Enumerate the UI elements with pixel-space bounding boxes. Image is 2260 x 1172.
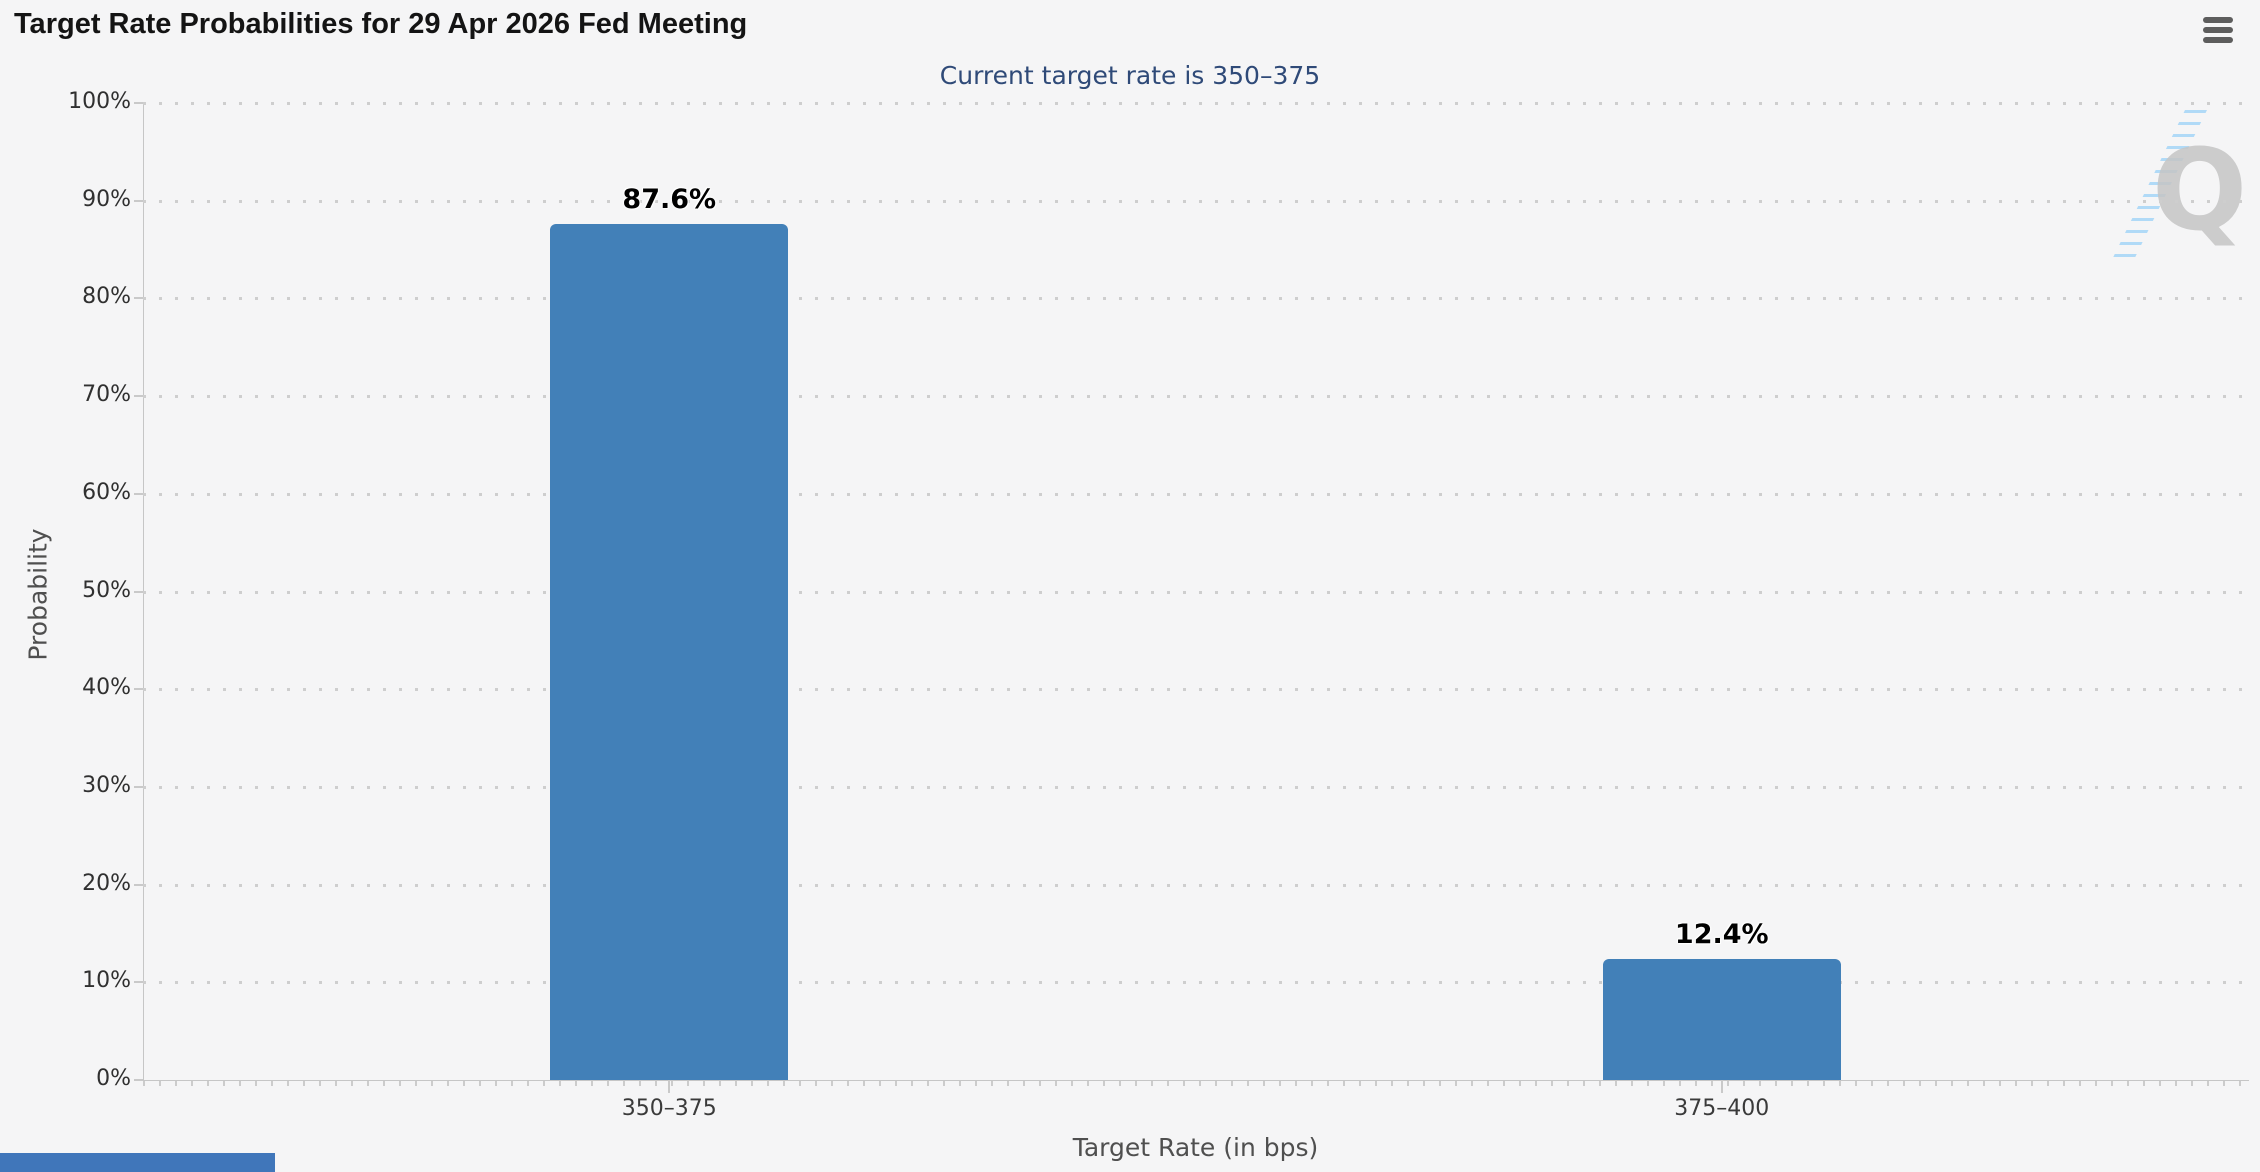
y-axis-tick <box>134 1079 143 1081</box>
y-axis-tick <box>134 981 143 984</box>
y-tick-label: 10% <box>82 968 131 994</box>
x-tick-label: 375–400 <box>1674 1096 1770 1121</box>
y-tick-label: 80% <box>82 284 131 310</box>
page-title: Target Rate Probabilities for 29 Apr 202… <box>14 8 748 40</box>
y-tick-label: 70% <box>82 382 131 408</box>
gridline <box>143 981 2248 985</box>
y-tick-label: 50% <box>82 577 131 603</box>
gridline <box>143 590 2248 594</box>
gridline <box>143 102 2248 105</box>
gridline <box>143 199 2248 203</box>
gridline <box>143 395 2248 399</box>
x-tick-label: 350–375 <box>621 1096 717 1121</box>
chart-subtitle: Current target rate is 350–375 <box>939 61 1321 90</box>
y-tick-label: 60% <box>82 479 131 505</box>
bar-375–400[interactable] <box>1602 958 1841 1080</box>
gridline <box>143 883 2248 887</box>
y-axis-tick <box>134 102 143 104</box>
hamburger-menu-icon[interactable] <box>2203 17 2233 43</box>
x-axis-tick <box>1720 1080 1723 1093</box>
y-axis-tick <box>134 785 143 788</box>
gridline <box>143 785 2248 789</box>
y-axis-tick <box>134 395 143 398</box>
y-axis-tick <box>134 883 143 886</box>
y-tick-label: 0% <box>96 1066 131 1091</box>
x-axis-minor-ticks <box>143 1081 2248 1086</box>
y-tick-label: 90% <box>82 186 131 212</box>
y-axis-tick <box>134 492 143 495</box>
y-axis-tick <box>134 297 143 300</box>
gridline <box>143 297 2248 301</box>
y-axis-tick <box>134 590 143 593</box>
hamburger-bar <box>2203 27 2233 33</box>
gridline <box>143 492 2248 496</box>
hamburger-bar <box>2203 37 2233 43</box>
bar-350–375[interactable] <box>550 224 789 1080</box>
x-axis-title: Target Rate (in bps) <box>1072 1133 1319 1162</box>
hamburger-bar <box>2203 17 2233 23</box>
y-axis-tick <box>134 688 143 691</box>
y-tick-label: 20% <box>82 870 131 896</box>
y-tick-label: 30% <box>82 772 131 798</box>
y-tick-label: 100% <box>68 89 131 114</box>
bar-value-label: 87.6% <box>622 184 717 216</box>
bottom-left-blue-banner[interactable] <box>0 1153 275 1172</box>
gridline <box>143 688 2248 692</box>
y-axis-tick <box>134 199 143 202</box>
y-tick-label: 40% <box>82 675 131 701</box>
x-axis-tick <box>668 1080 671 1093</box>
bar-value-label: 12.4% <box>1674 918 1769 950</box>
